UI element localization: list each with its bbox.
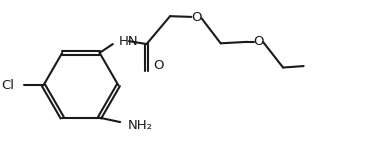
Text: HN: HN	[119, 35, 138, 48]
Text: O: O	[254, 35, 264, 48]
Text: O: O	[191, 11, 202, 24]
Text: Cl: Cl	[1, 79, 14, 92]
Text: NH₂: NH₂	[127, 118, 153, 132]
Text: O: O	[153, 59, 164, 72]
